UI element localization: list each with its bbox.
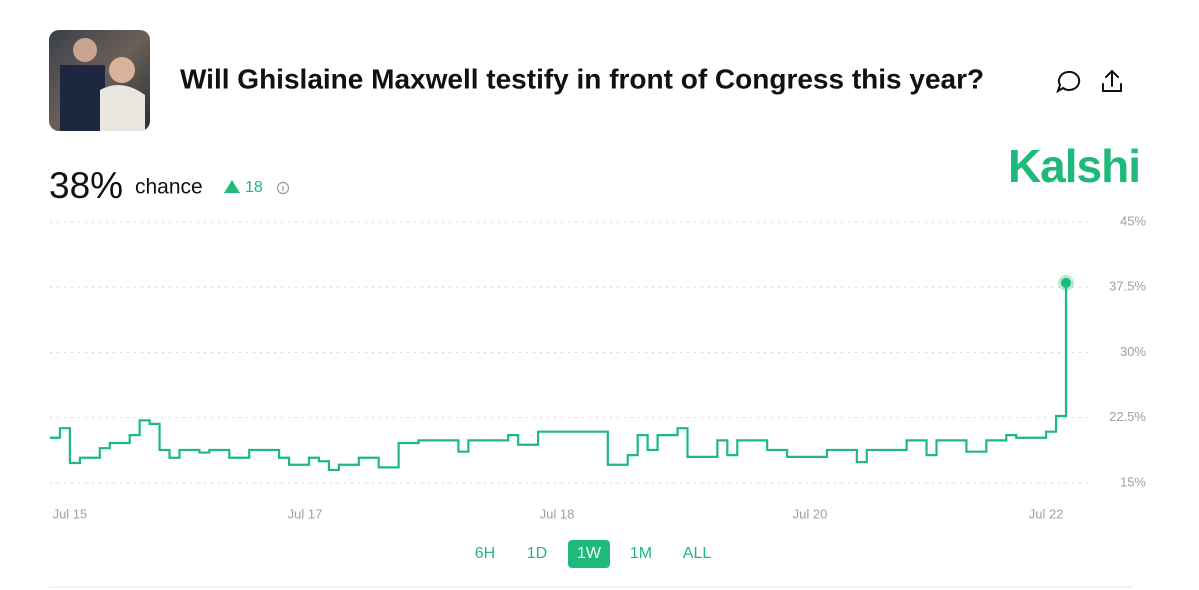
market-title: Will Ghislaine Maxwell testify in front …: [180, 63, 984, 94]
x-tick-label: Jul 20: [793, 506, 828, 521]
chance-value: 38%: [49, 165, 123, 206]
y-tick-label: 37.5%: [1109, 279, 1146, 294]
y-tick-label: 22.5%: [1109, 409, 1146, 424]
range-button[interactable]: 6H: [475, 545, 495, 562]
x-tick-label: Jul 15: [53, 506, 88, 521]
x-tick-label: Jul 17: [288, 506, 323, 521]
y-tick-label: 45%: [1120, 213, 1146, 228]
market-image: [49, 30, 150, 131]
range-button-bg[interactable]: [568, 540, 610, 568]
range-button[interactable]: 1W: [577, 545, 602, 562]
range-button[interactable]: 1M: [630, 545, 652, 562]
brand-logo: Kalshi: [1008, 140, 1140, 192]
y-tick-label: 15%: [1120, 474, 1146, 489]
price-line: [50, 282, 1068, 472]
current-point: [1061, 277, 1071, 288]
x-tick-label: Jul 18: [540, 506, 575, 521]
chance-label: chance: [135, 176, 203, 199]
y-tick-label: 30%: [1120, 344, 1146, 359]
share-button[interactable]: [1102, 69, 1122, 92]
comment-button[interactable]: [1056, 70, 1081, 94]
x-tick-label: Jul 22: [1029, 506, 1064, 521]
change-value: 18: [245, 179, 263, 196]
change-arrow: [224, 180, 240, 193]
info-icon[interactable]: [276, 181, 290, 195]
range-button[interactable]: 1D: [527, 545, 547, 562]
range-button[interactable]: ALL: [683, 545, 712, 562]
